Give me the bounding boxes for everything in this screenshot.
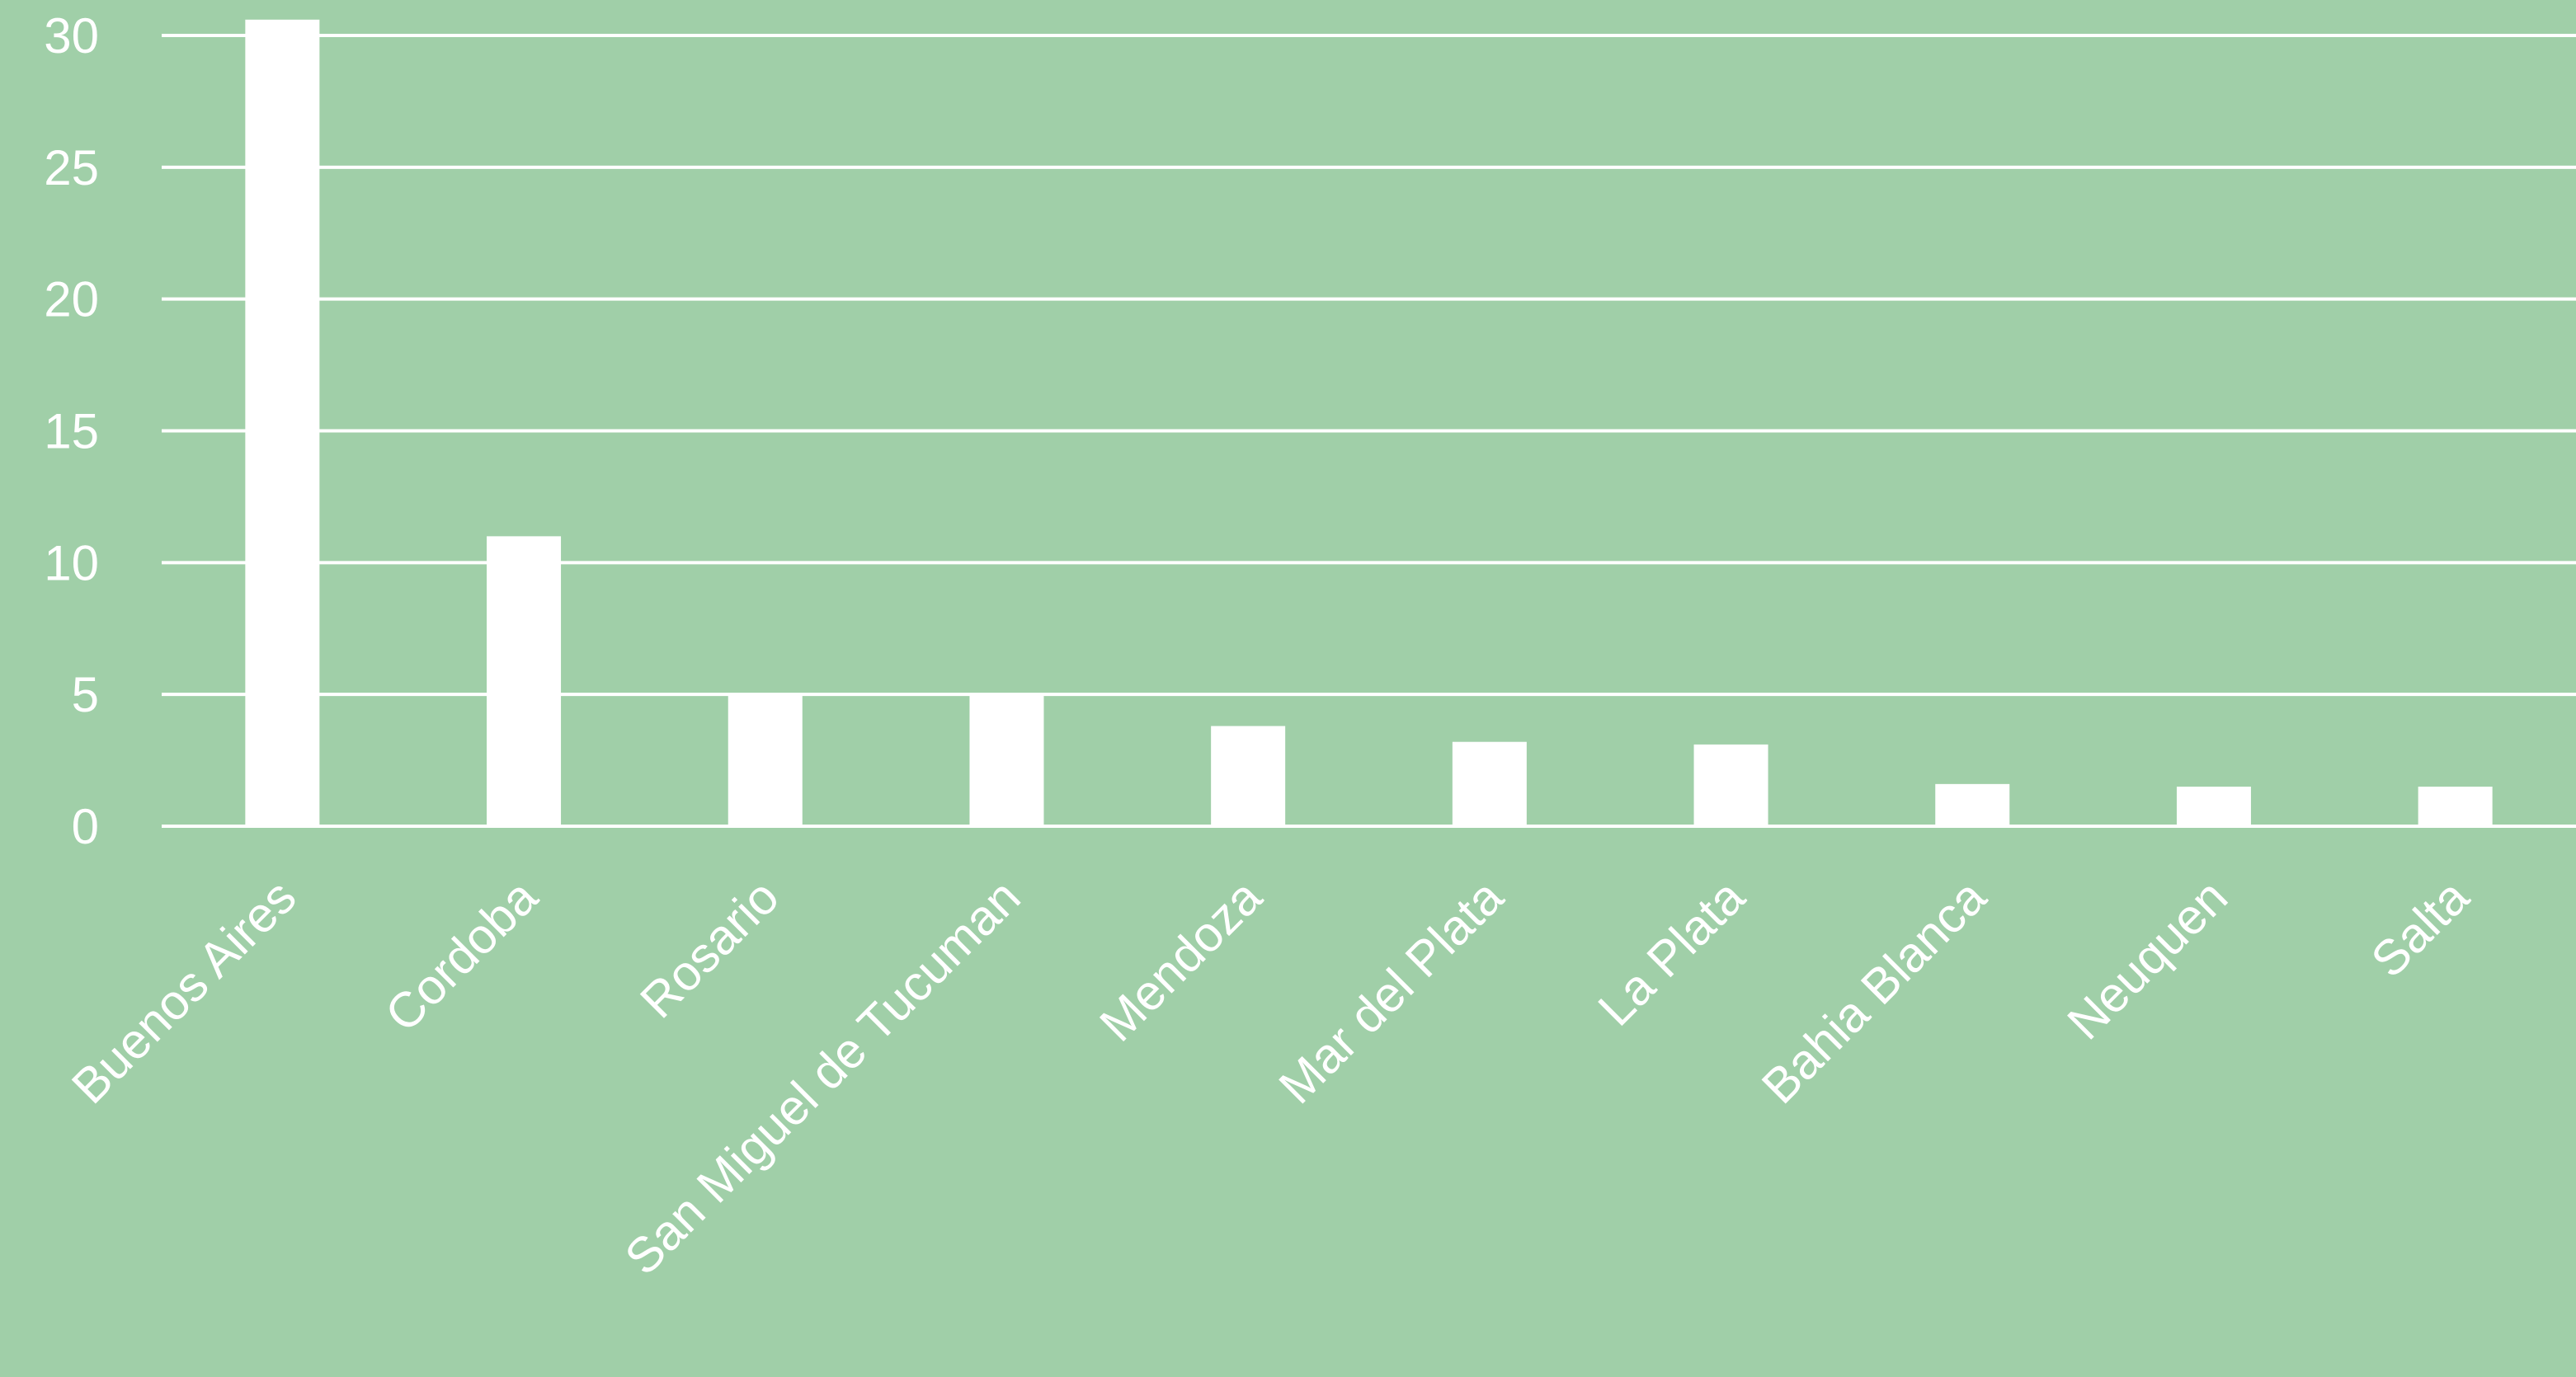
- y-tick-label: 25: [44, 140, 99, 195]
- y-tick-label: 20: [44, 272, 99, 327]
- y-tick-label: 10: [44, 535, 99, 590]
- bar-rosario: [728, 694, 803, 826]
- bar-mar-del-plata: [1452, 741, 1527, 826]
- y-tick-label: 30: [44, 8, 99, 63]
- gridlines: [162, 34, 2576, 828]
- bar-bahia-blanca: [1935, 783, 2010, 826]
- bar-neuquen: [2176, 787, 2251, 826]
- bar-salta: [2418, 787, 2493, 826]
- y-tick-label: 0: [72, 799, 99, 854]
- bar-mendoza: [1211, 726, 1286, 826]
- y-axis-tick-labels: 0 5 10 15 20 25 30: [44, 8, 99, 854]
- y-tick-label: 15: [44, 404, 99, 459]
- bars: [162, 19, 2576, 828]
- bar-la-plata: [1693, 744, 1768, 826]
- y-tick-label: 5: [72, 667, 99, 722]
- bar-cordoba: [487, 536, 562, 826]
- bar-buenos-aires: [245, 19, 320, 826]
- bar-san-miguel-de-tucuman: [969, 694, 1044, 826]
